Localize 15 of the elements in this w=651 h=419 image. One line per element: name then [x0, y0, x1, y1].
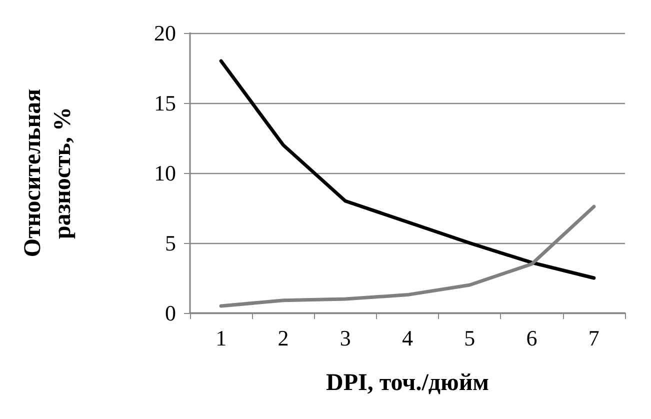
y-tick-label: 10 — [154, 160, 176, 186]
x-axis-title: DPI, точ./дюйм — [326, 370, 490, 396]
y-tick-label: 5 — [165, 230, 176, 256]
x-tick-label: 4 — [402, 326, 413, 350]
y-axis-title: Относительная разность, % — [20, 88, 76, 258]
x-tick-label: 1 — [216, 326, 227, 350]
line-series — [219, 59, 596, 280]
x-tick-label: 7 — [588, 326, 600, 350]
x-tick-label: 5 — [464, 326, 476, 350]
x-tick-label: 2 — [278, 326, 289, 350]
y-tick-label: 0 — [165, 300, 176, 326]
x-tick-label: 6 — [526, 326, 538, 350]
x-tick-label: 3 — [340, 326, 351, 350]
y-tick-label: 20 — [154, 20, 176, 46]
y-tick-label: 15 — [154, 90, 176, 116]
